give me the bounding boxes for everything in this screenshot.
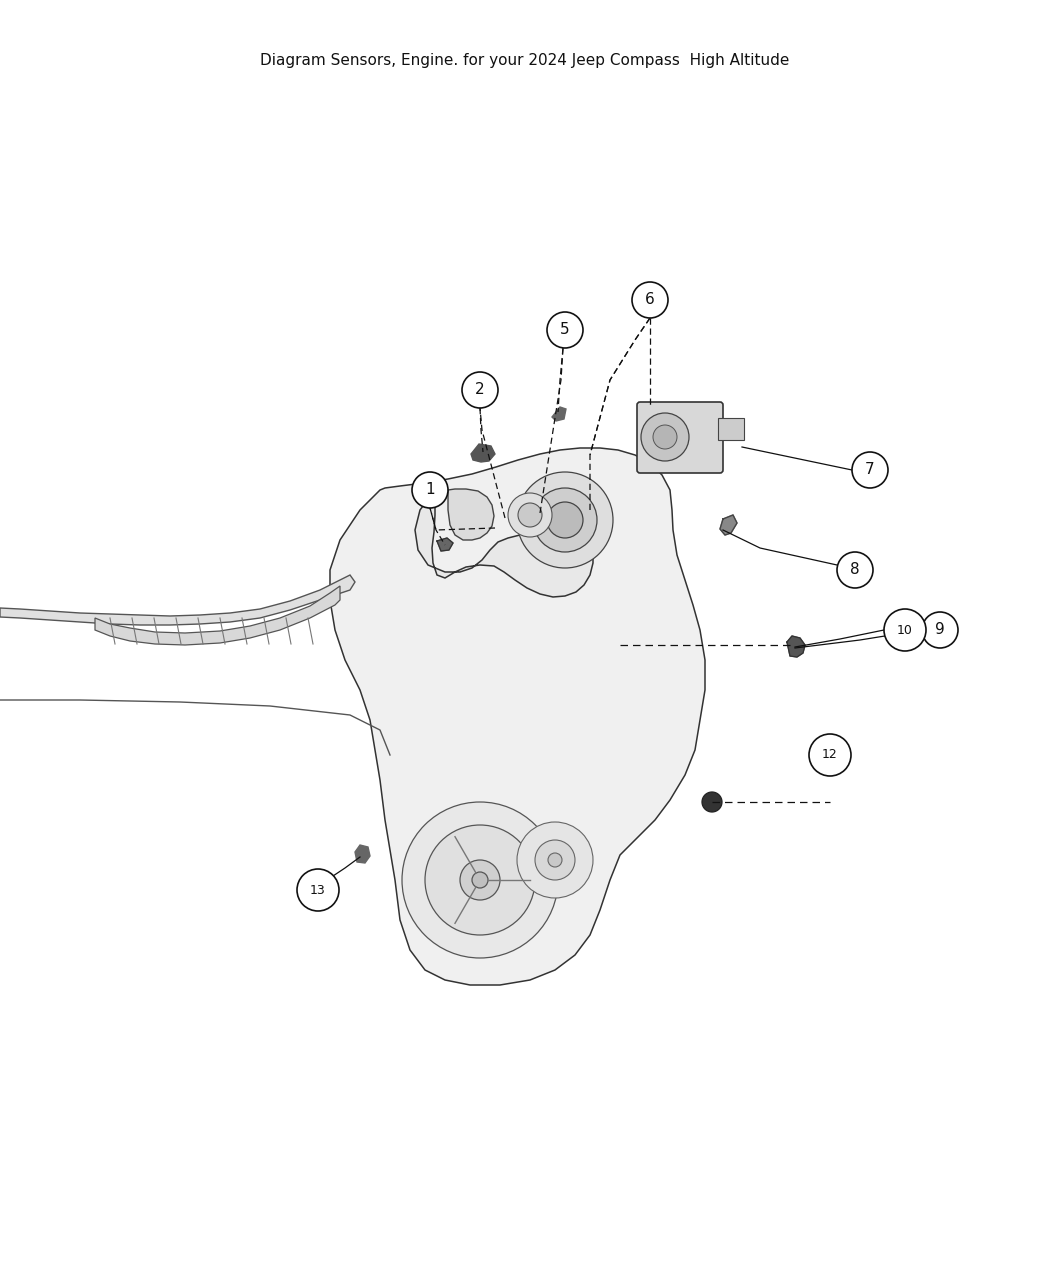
Circle shape [884, 609, 926, 652]
Polygon shape [94, 586, 340, 645]
Polygon shape [788, 636, 805, 657]
Circle shape [837, 552, 873, 588]
Text: 2: 2 [476, 382, 485, 398]
Circle shape [852, 453, 888, 488]
Circle shape [402, 802, 558, 958]
Circle shape [547, 502, 583, 538]
Circle shape [425, 825, 536, 935]
Circle shape [922, 612, 958, 648]
Circle shape [640, 413, 689, 462]
Polygon shape [355, 845, 370, 863]
Text: Diagram Sensors, Engine. for your 2024 Jeep Compass  High Altitude: Diagram Sensors, Engine. for your 2024 J… [260, 52, 790, 68]
Text: 9: 9 [936, 622, 945, 638]
Circle shape [508, 493, 552, 537]
Circle shape [412, 472, 448, 507]
Text: 5: 5 [561, 323, 570, 338]
Polygon shape [0, 575, 355, 625]
Circle shape [533, 488, 597, 552]
Circle shape [517, 822, 593, 898]
Text: 12: 12 [822, 748, 838, 761]
Circle shape [632, 282, 668, 317]
Polygon shape [330, 448, 705, 986]
FancyBboxPatch shape [637, 402, 723, 473]
Circle shape [460, 861, 500, 900]
FancyBboxPatch shape [718, 418, 744, 440]
Text: 6: 6 [645, 292, 655, 307]
Polygon shape [437, 538, 453, 551]
Circle shape [547, 312, 583, 348]
Polygon shape [552, 407, 566, 421]
Circle shape [518, 504, 542, 527]
Polygon shape [415, 490, 593, 597]
Polygon shape [448, 490, 493, 541]
Text: 1: 1 [425, 482, 435, 497]
Circle shape [702, 792, 722, 812]
Circle shape [548, 853, 562, 867]
Circle shape [517, 472, 613, 567]
Polygon shape [720, 515, 737, 536]
Text: 13: 13 [310, 884, 326, 896]
Circle shape [472, 872, 488, 887]
Circle shape [808, 734, 850, 776]
Text: 10: 10 [897, 623, 912, 636]
Polygon shape [471, 444, 495, 462]
Text: 7: 7 [865, 463, 875, 478]
Circle shape [653, 425, 677, 449]
Circle shape [462, 372, 498, 408]
Text: 8: 8 [850, 562, 860, 578]
Circle shape [536, 840, 575, 880]
Circle shape [297, 870, 339, 912]
